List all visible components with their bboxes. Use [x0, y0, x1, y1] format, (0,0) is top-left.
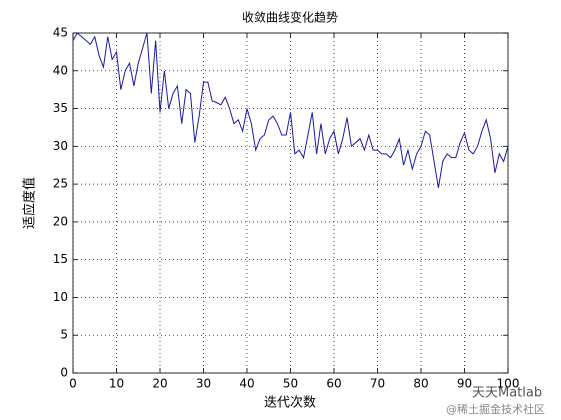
- x-tick-label: 50: [283, 377, 298, 391]
- x-tick-label: 20: [152, 377, 167, 391]
- y-tick-label: 45: [53, 26, 68, 40]
- x-tick-label: 10: [109, 377, 124, 391]
- x-axis-label: 迭代次数: [264, 395, 316, 411]
- x-tick-label: 80: [413, 377, 428, 391]
- x-tick-label: 70: [370, 377, 385, 391]
- watermark-site: @稀土掘金技术社区: [446, 402, 545, 416]
- y-tick-label: 25: [53, 177, 68, 191]
- y-axis-label: 适应度值: [22, 177, 38, 229]
- x-tick-label: 100: [497, 377, 520, 391]
- chart-title: 收敛曲线变化趋势: [242, 10, 338, 25]
- y-tick-label: 40: [53, 63, 68, 77]
- x-tick-label: 0: [69, 377, 77, 391]
- x-tick-label: 40: [239, 377, 254, 391]
- data-line: [72, 32, 509, 188]
- y-tick-label: 0: [60, 366, 68, 380]
- x-tick-label: 90: [457, 377, 472, 391]
- y-tick-label: 10: [53, 290, 68, 304]
- y-tick-label: 5: [60, 328, 68, 342]
- y-tick-label: 15: [53, 252, 68, 266]
- axes-box: [72, 32, 509, 374]
- y-tick-label: 35: [53, 101, 68, 115]
- x-tick-label: 30: [196, 377, 211, 391]
- y-tick-label: 20: [53, 214, 68, 228]
- watermark-brand: 天天Matlab: [472, 386, 542, 401]
- x-tick-label: 60: [326, 377, 341, 391]
- y-tick-label: 30: [53, 139, 68, 153]
